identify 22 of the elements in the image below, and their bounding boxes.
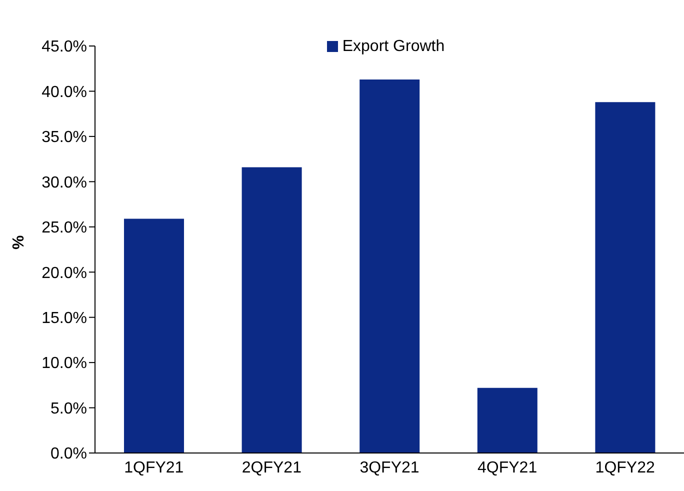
y-tick-label: 25.0% [42,220,87,237]
y-tick-label: 10.0% [42,355,87,372]
x-tick-label: 1QFY22 [595,459,655,476]
y-tick-label: 5.0% [50,400,87,418]
x-tick-label: 3QFY21 [360,459,420,476]
y-tick-label: 45.0% [42,38,87,56]
y-tick-label: 30.0% [42,174,87,192]
bar [360,79,420,453]
legend-label: Export Growth [342,38,445,55]
y-tick-label: 20.0% [42,264,87,282]
x-tick-label: 2QFY21 [242,459,302,476]
y-tick-label: 35.0% [42,129,87,146]
bar [595,102,656,453]
y-axis-title: % [10,235,28,250]
bar [242,167,302,453]
x-tick-label: 4QFY21 [478,459,538,476]
bar [124,218,184,453]
bar [477,388,538,453]
y-tick-label: 40.0% [42,84,87,101]
y-tick-label: 15.0% [42,310,87,328]
y-tick-label: 0.0% [50,446,87,463]
x-tick-label: 1QFY21 [124,459,184,476]
